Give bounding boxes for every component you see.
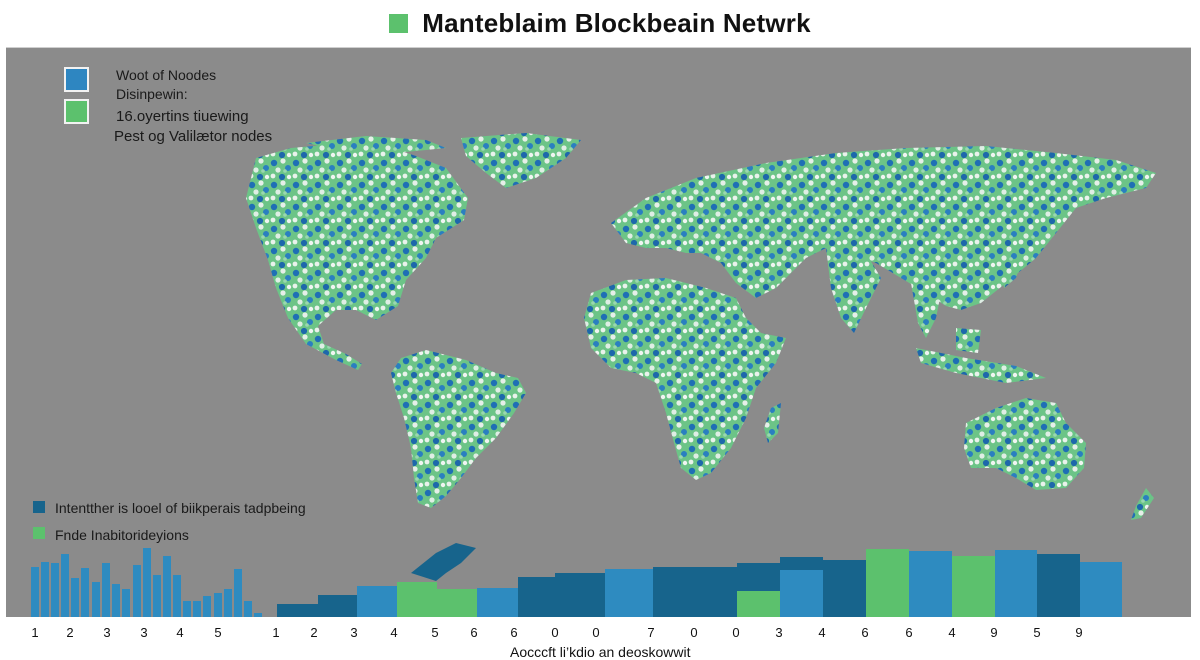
x-tick: 1 (31, 625, 39, 640)
x-tick: 6 (861, 625, 869, 640)
india (826, 248, 881, 333)
japan (1001, 243, 1026, 288)
x-tick: 4 (948, 625, 956, 640)
x-tick: 5 (431, 625, 439, 640)
legend-swatch-green (64, 99, 89, 124)
legend-swatch-dark-blue (33, 501, 45, 513)
antarctica-fragment (411, 543, 476, 581)
borneo (956, 328, 981, 353)
x-tick: 6 (905, 625, 913, 640)
title-swatch (389, 13, 409, 33)
x-tick: 3 (775, 625, 783, 640)
x-tick: 2 (66, 625, 74, 640)
indonesia (916, 348, 1046, 383)
x-tick: 4 (818, 625, 826, 640)
new-zealand (1131, 488, 1154, 520)
legend-label: Pest og Valilætor nodes (114, 128, 273, 145)
x-tick: 1 (272, 625, 280, 640)
x-tick: 3 (350, 625, 358, 640)
north-america (246, 144, 468, 370)
arctic-islands (306, 136, 446, 152)
africa (584, 278, 786, 480)
south-america (391, 350, 526, 508)
legend-swatch-blue (64, 67, 89, 92)
legend-label: Intentther is looel of biikperais tadpbe… (55, 500, 306, 516)
x-tick: 6 (510, 625, 518, 640)
x-tick: 0 (732, 625, 740, 640)
x-tick: 6 (470, 625, 478, 640)
eurasia (611, 146, 1156, 310)
title-text: Manteblaim Blockbeain Netwrk (422, 7, 811, 38)
legend-label: Disinpewin: (116, 86, 188, 102)
x-tick: 9 (1075, 625, 1083, 640)
map-panel: Woot of Noodes Disinpewin: 16.oyertins t… (6, 47, 1191, 618)
x-tick: 9 (990, 625, 998, 640)
x-tick: 0 (551, 625, 559, 640)
legend-label: Fnde Inabitorideyions (55, 527, 189, 543)
x-tick: 5 (214, 625, 222, 640)
chart-title: Manteblaim Blockbeain Netwrk (0, 0, 1200, 46)
x-tick: 0 (690, 625, 698, 640)
x-tick: 4 (176, 625, 184, 640)
greenland (461, 133, 581, 188)
australia (964, 398, 1086, 490)
x-axis: 1 2 3 3 4 5 1 2 3 4 5 6 6 0 0 7 0 0 3 4 … (0, 617, 1200, 660)
left-histogram (31, 548, 262, 618)
x-tick: 0 (592, 625, 600, 640)
world-map (246, 133, 1156, 581)
x-axis-label: Aocccft li’kdio an deoskowwit (510, 644, 691, 660)
legend-label: Woot of Noodes (116, 67, 217, 83)
x-tick: 3 (103, 625, 111, 640)
x-tick: 3 (140, 625, 148, 640)
x-tick: 4 (390, 625, 398, 640)
legend-label: 16.oyertins tiuewing (116, 108, 249, 125)
x-tick: 7 (647, 625, 655, 640)
madagascar (764, 403, 781, 443)
legend-swatch-green (33, 527, 45, 539)
x-tick: 5 (1033, 625, 1041, 640)
southeast-asia (911, 283, 941, 338)
x-tick: 2 (310, 625, 318, 640)
right-area-chart (277, 549, 1122, 618)
bar-charts (31, 548, 1122, 618)
land-masses (246, 133, 1156, 581)
